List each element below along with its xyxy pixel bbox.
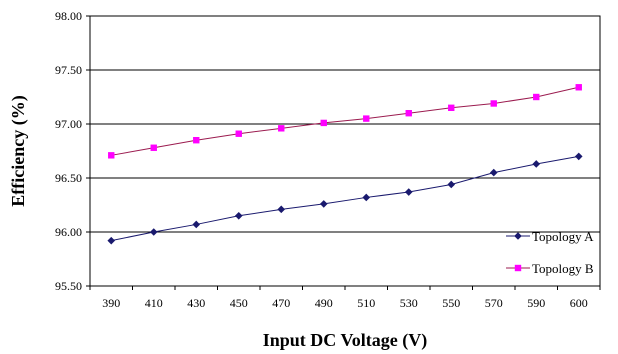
data-point — [533, 93, 540, 101]
data-point — [363, 115, 370, 122]
data-point — [490, 100, 497, 107]
plot-area-frame — [89, 15, 601, 287]
data-point — [235, 130, 242, 137]
data-point — [319, 200, 328, 208]
y-tick-label: 95.50 — [55, 279, 82, 293]
x-tick-label: 600 — [570, 296, 588, 310]
x-tick-label: 450 — [230, 296, 248, 310]
grid-lines — [90, 69, 600, 233]
x-tick-label: 470 — [272, 296, 290, 310]
x-tick-label: 590 — [527, 296, 545, 310]
x-tick-label: 570 — [485, 296, 503, 310]
data-point — [447, 180, 456, 189]
y-tick-labels: 95.50 96.00 96.50 97.00 97.50 98.00 — [55, 9, 90, 293]
data-point — [320, 119, 327, 127]
x-tick-label: 430 — [187, 296, 205, 310]
y-tick-label: 96.00 — [55, 225, 82, 239]
series-line — [111, 155, 579, 242]
x-tick-labels: 390 410 430 450 470 490 510 530 550 570 590 600 — [89, 286, 601, 310]
data-point — [277, 205, 286, 214]
data-point — [489, 168, 498, 177]
data-point — [532, 160, 541, 168]
data-point — [149, 228, 158, 236]
data-point — [362, 193, 371, 202]
y-tick-label: 96.50 — [55, 171, 82, 185]
data-point — [150, 144, 157, 151]
y-tick-label: 97.50 — [55, 63, 82, 77]
series-1 — [107, 152, 583, 245]
series-line — [111, 86, 579, 156]
x-axis-title: Input DC Voltage (V) — [263, 330, 428, 351]
y-axis-title: Efficiency (%) — [8, 95, 29, 206]
legend-label: Topology B — [532, 261, 594, 276]
x-tick-label: 510 — [357, 296, 375, 310]
data-point — [405, 110, 412, 117]
data-point — [107, 236, 116, 245]
x-tick-label: 390 — [102, 296, 120, 310]
data-point — [192, 220, 201, 229]
legend-label: Topology A — [532, 229, 594, 244]
data-point — [404, 188, 413, 196]
x-tick-label: 530 — [400, 296, 418, 310]
x-tick-label: 550 — [442, 296, 460, 310]
data-point — [234, 212, 243, 220]
data-point — [278, 125, 285, 132]
data-point — [108, 152, 115, 159]
data-point — [193, 137, 200, 144]
y-tick-label: 97.00 — [55, 117, 82, 131]
x-tick-label: 490 — [315, 296, 333, 310]
data-point — [574, 152, 583, 161]
y-tick-label: 98.00 — [55, 9, 82, 23]
series-group — [107, 84, 583, 245]
legend: Topology A Topology B — [506, 229, 594, 276]
legend-marker — [514, 232, 522, 240]
legend-marker — [514, 264, 522, 272]
data-point — [575, 84, 582, 91]
data-point — [448, 104, 455, 111]
series-2 — [108, 84, 582, 159]
x-tick-label: 410 — [145, 296, 163, 310]
